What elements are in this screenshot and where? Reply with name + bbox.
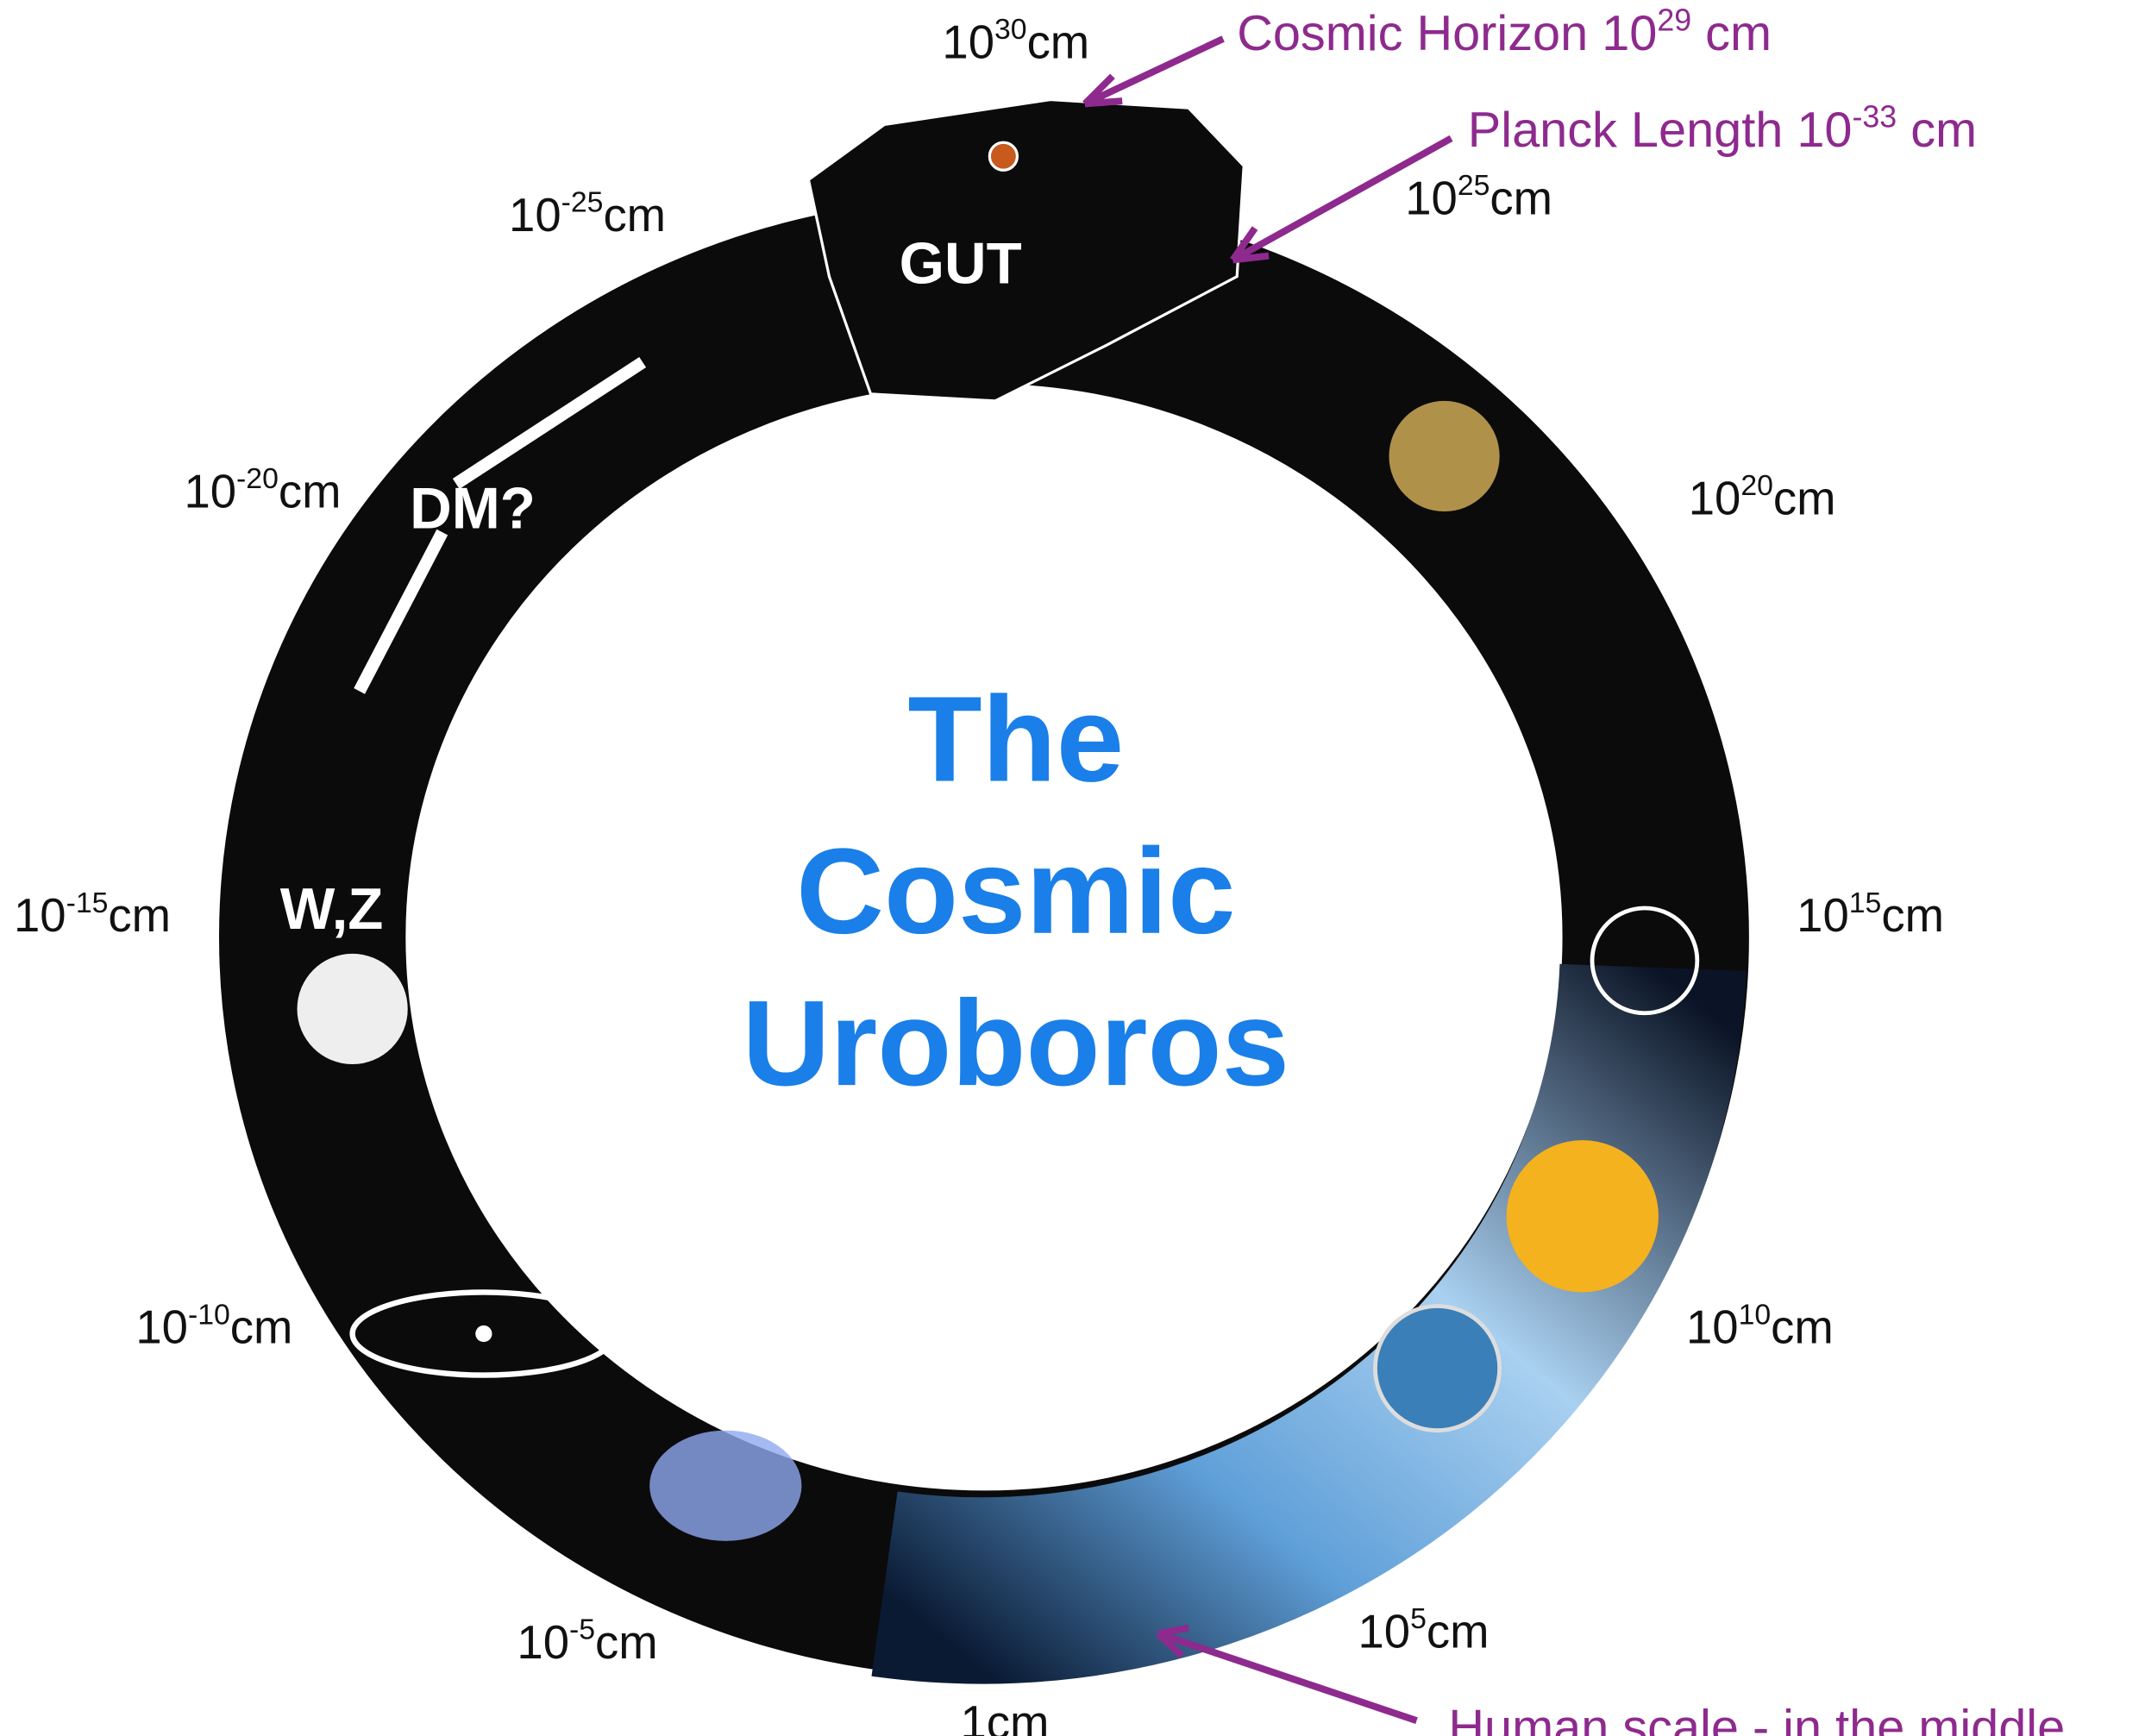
label-base: 10 xyxy=(1358,1605,1411,1658)
label-unit: cm xyxy=(279,465,342,517)
label-base: 10 xyxy=(135,1301,188,1354)
label-unit: cm xyxy=(1027,16,1090,68)
earth-icon xyxy=(1375,1306,1499,1430)
label-unit: cm xyxy=(603,189,666,241)
label-unit: cm xyxy=(108,889,171,942)
label-exponent: 20 xyxy=(1740,469,1773,502)
label-base: 1cm xyxy=(961,1696,1050,1736)
label-base: 10 xyxy=(1405,172,1458,225)
label-base: 10 xyxy=(1686,1301,1739,1354)
sun-icon xyxy=(1507,1140,1659,1292)
label-exponent: 30 xyxy=(994,13,1027,46)
serpent-eye xyxy=(989,142,1017,170)
atom-icon xyxy=(475,1326,492,1342)
label-unit: cm xyxy=(1773,472,1836,524)
bacterium-icon xyxy=(649,1431,801,1541)
label-unit: cm xyxy=(1427,1605,1490,1658)
label-base: Human scale - in the middle xyxy=(1448,1700,2065,1736)
label-unit: cm xyxy=(1691,6,1772,61)
label-exponent: 25 xyxy=(1458,169,1490,202)
label-unit: cm xyxy=(1490,172,1552,225)
scale-label: 1cm xyxy=(961,1696,1050,1736)
label-base: 10 xyxy=(14,889,66,942)
label-exponent: -33 xyxy=(1853,100,1897,135)
label-exponent: -15 xyxy=(66,887,109,919)
label-exponent: -20 xyxy=(236,462,279,495)
label-base: Planck Length 10 xyxy=(1468,103,1853,158)
label-base: 10 xyxy=(517,1616,569,1669)
label-exponent: -10 xyxy=(188,1298,230,1331)
label-exponent: -5 xyxy=(569,1614,595,1646)
galaxy-icon xyxy=(1389,401,1499,511)
label-exponent: 29 xyxy=(1657,3,1691,37)
uroboros-diagram: 1030cm1025cm1020cm1015cm1010cm105cm1cm10… xyxy=(0,0,2145,1736)
ann-label: Human scale - in the middle xyxy=(1448,1700,2065,1736)
ring-label: W,Z xyxy=(280,877,384,942)
label-base: Cosmic Horizon 10 xyxy=(1237,6,1657,61)
ring-label: DM? xyxy=(410,476,536,541)
label-unit: cm xyxy=(230,1301,293,1354)
label-exponent: -25 xyxy=(561,185,604,218)
nucleon-icon xyxy=(298,954,408,1064)
title-line: The xyxy=(907,671,1124,807)
title-line: Uroboros xyxy=(743,975,1290,1111)
label-base: 10 xyxy=(509,189,561,241)
label-unit: cm xyxy=(595,1616,658,1669)
label-base: 10 xyxy=(184,465,236,517)
label-base: 10 xyxy=(1689,472,1741,524)
label-exponent: 5 xyxy=(1410,1602,1427,1635)
label-base: 10 xyxy=(942,16,994,68)
label-unit: cm xyxy=(1897,103,1977,158)
ann-label: Planck Length 10-33 cm xyxy=(1468,100,1977,158)
title-line: Cosmic xyxy=(796,823,1235,959)
ann-label: Cosmic Horizon 1029 cm xyxy=(1237,3,1772,60)
ring-label: GUT xyxy=(900,232,1022,297)
label-unit: cm xyxy=(1881,889,1944,942)
label-unit: cm xyxy=(1771,1301,1834,1354)
label-base: 10 xyxy=(1797,889,1849,942)
label-exponent: 10 xyxy=(1739,1298,1772,1331)
label-exponent: 15 xyxy=(1849,887,1882,919)
